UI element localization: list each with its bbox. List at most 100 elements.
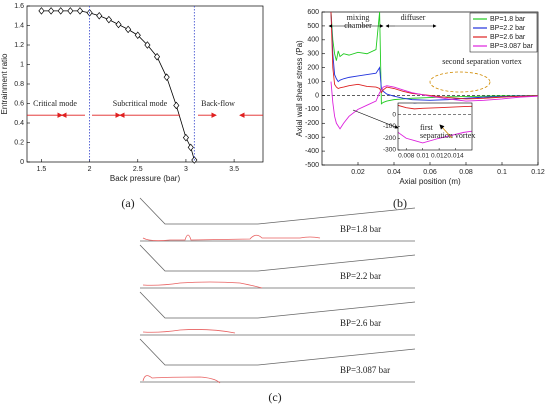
y-tick-label: -200 <box>305 120 319 127</box>
y-tick-label: -300 <box>305 134 319 141</box>
x-tick-label: 0.04 <box>387 169 401 176</box>
nozzle-wall <box>139 291 416 319</box>
inset-x-tick-label: 0.014 <box>447 153 464 160</box>
data-line <box>330 12 538 105</box>
data-line <box>330 12 538 101</box>
data-point <box>125 25 132 34</box>
y-tick-label: 0.6 <box>14 100 24 107</box>
annotation: mixing chamber <box>344 13 372 30</box>
inset-line <box>398 130 472 144</box>
data-point <box>134 31 141 40</box>
inset-x-tick-label: 0.008 <box>398 153 415 160</box>
case-label: BP=3.087 bar <box>340 365 390 375</box>
y-tick-label: 200 <box>307 64 319 71</box>
inset: 0.008 0.01 0.012 0.014 -300 -200 -100 0 <box>383 102 473 160</box>
y-axis-label: Entrainment ratio <box>0 53 9 114</box>
y-axis-label: Axial wall shear stress (Pa) <box>295 40 304 137</box>
panel-label: (a) <box>121 196 134 210</box>
data-line <box>41 10 195 161</box>
y-tick-label: -100 <box>305 106 319 113</box>
chart: 1.5 2 2.5 3 3.5 0 0.2 0.4 0.6 0.8 1 1.2 1.4 1.6 Back p… <box>0 3 264 183</box>
y-tick-label: 1.4 <box>14 22 24 29</box>
y-tick-label: 500 <box>307 23 319 30</box>
x-tick-label: 3.5 <box>229 166 239 173</box>
y-tick-label: 1 <box>20 61 24 68</box>
annotation: Back-flow <box>201 99 235 108</box>
annotation: second separation vortex <box>442 57 522 66</box>
y-tick-label: 1.6 <box>14 3 24 10</box>
x-tick-label: 0.08 <box>459 169 473 176</box>
separation-line <box>142 281 263 289</box>
data-point <box>105 15 112 24</box>
inset-y-tick-label: 0 <box>392 111 396 118</box>
data-point <box>96 11 103 20</box>
data-point <box>163 73 170 81</box>
x-tick-label: 0.12 <box>531 169 545 176</box>
y-tick-label: 1.2 <box>14 42 24 49</box>
data-point <box>67 7 74 15</box>
y-tick-label: 0 <box>315 92 319 99</box>
inset-x-tick-label: 0.012 <box>431 153 448 160</box>
data-point <box>57 7 64 15</box>
chart: 0.02 0.04 0.06 0.08 0.1 0.12 -500 -400 -300 -200 -… <box>295 9 545 186</box>
x-tick-label: 3 <box>184 166 188 173</box>
x-tick-label: 0.02 <box>351 169 365 176</box>
annotation: diffuser <box>401 13 426 22</box>
x-axis-label: Axial position (m) <box>399 177 461 186</box>
data-point <box>115 20 122 29</box>
data-point <box>173 101 180 110</box>
y-tick-label: 0 <box>20 159 24 166</box>
legend-label: BP=2.6 bar <box>490 34 526 41</box>
case-label: BP=1.8 bar <box>340 224 381 234</box>
y-tick-label: 100 <box>307 78 319 85</box>
data-point <box>182 133 189 142</box>
data-line <box>330 81 538 130</box>
data-point <box>38 7 45 15</box>
inset-y-tick-label: -100 <box>383 123 396 130</box>
y-tick-label: -500 <box>305 162 319 169</box>
data-point <box>76 7 84 15</box>
data-line <box>330 12 538 100</box>
legend-label: BP=1.8 bar <box>490 16 526 23</box>
annotation: Critical mode <box>33 99 77 108</box>
x-tick-label: 1.5 <box>37 166 47 173</box>
panel-label: (b) <box>393 196 407 210</box>
data-point <box>187 143 194 152</box>
x-axis-label: Back pressure (bar) <box>110 174 181 183</box>
y-tick-label: 300 <box>307 51 319 58</box>
nozzle-diagram: BP=1.8 bar BP=2.2 bar BP=2.6 bar BP=3.087 b… <box>139 197 416 384</box>
nozzle-wall <box>139 244 416 272</box>
y-tick-label: 0.4 <box>14 120 24 127</box>
case-label: BP=2.6 bar <box>340 318 381 328</box>
arrow <box>352 109 399 129</box>
inset-line <box>398 104 472 110</box>
separation-line <box>142 234 321 242</box>
plot-frame <box>26 5 264 163</box>
y-tick-label: 400 <box>307 37 319 44</box>
legend-label: BP=3.087 bar <box>490 43 534 50</box>
inset-y-tick-label: -300 <box>383 147 396 154</box>
panel-label: (c) <box>268 390 281 404</box>
annotation: first separation vortex <box>420 123 475 140</box>
x-tick-label: 2 <box>88 166 92 173</box>
legend-label: BP=2.2 bar <box>490 25 526 32</box>
y-tick-label: 600 <box>307 9 319 16</box>
annotation: Subcritical mode <box>113 99 168 108</box>
case-label: BP=2.2 bar <box>340 271 381 281</box>
y-tick-label: 0.8 <box>14 81 24 88</box>
x-tick-label: 2.5 <box>133 166 143 173</box>
x-tick-label: 0.1 <box>497 169 507 176</box>
separation-line <box>142 329 236 334</box>
inset-bg <box>398 103 472 150</box>
data-point <box>48 7 55 15</box>
y-tick-label: -400 <box>305 148 319 155</box>
vortex-ellipse <box>429 71 491 93</box>
inset-y-tick-label: -200 <box>383 135 396 142</box>
inset-x-tick-label: 0.01 <box>416 153 429 160</box>
x-tick-label: 0.06 <box>423 169 437 176</box>
nozzle-wall <box>139 338 416 366</box>
separation-line <box>142 375 221 384</box>
y-tick-label: 0.2 <box>14 139 24 146</box>
data-point <box>153 52 161 61</box>
